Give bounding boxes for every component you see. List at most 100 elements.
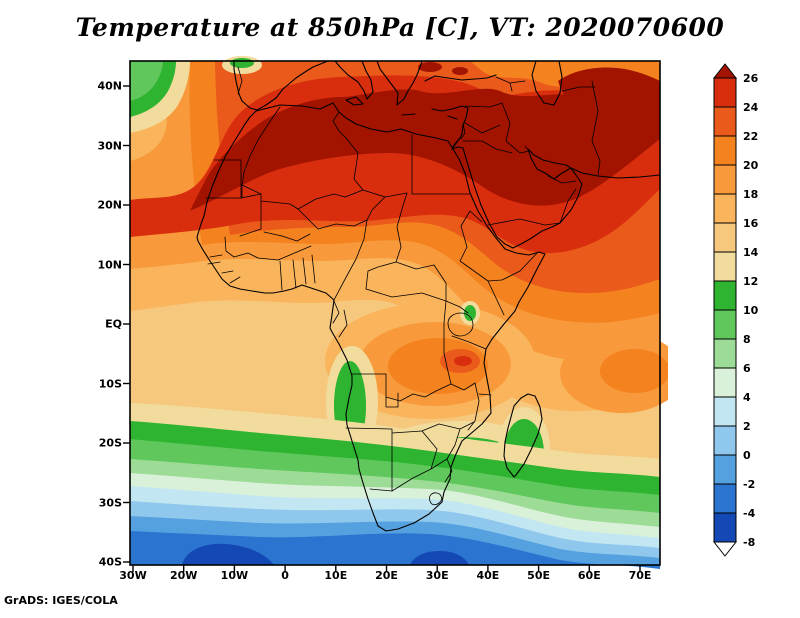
colorbar-label: -4 — [743, 507, 756, 520]
temperature-region — [418, 62, 442, 72]
map-border-line — [345, 137, 364, 191]
map-border-line — [450, 382, 492, 431]
map-border-line — [207, 254, 241, 284]
colorbar-segment — [713, 251, 737, 282]
x-axis-label: 0 — [281, 569, 289, 582]
map-border-line — [462, 122, 513, 154]
colorbar-segment — [713, 164, 737, 195]
colorbar-segment — [713, 367, 737, 398]
map-border-line — [297, 193, 346, 210]
colorbar-segment — [713, 338, 737, 369]
temperature-region — [464, 305, 476, 321]
temperature-region — [600, 349, 668, 393]
colorbar-label: -8 — [743, 536, 755, 549]
colorbar-segment — [713, 396, 737, 427]
colorbar-arrow-bottom — [712, 541, 738, 557]
y-axis-label: 40S — [98, 555, 122, 569]
map-border-line — [205, 159, 242, 199]
x-axis-label: 10W — [220, 569, 249, 582]
africa-coastline — [196, 102, 546, 532]
colorbar-label: 12 — [743, 275, 758, 288]
map-border-line — [345, 427, 423, 492]
colorbar-segment — [713, 106, 737, 137]
map-border-line — [369, 430, 438, 492]
colorbar-label: 20 — [743, 159, 759, 172]
map-border-line — [460, 210, 483, 248]
colorbar-label: 24 — [743, 101, 759, 114]
coastlines — [196, 60, 661, 532]
axis-ticks — [123, 85, 641, 572]
colorbar-label: 4 — [743, 391, 751, 404]
map-border-line — [224, 236, 279, 261]
y-axis-label: 10N — [97, 258, 122, 271]
map-border-line — [332, 111, 347, 139]
map-border-line — [237, 66, 243, 95]
map-frame — [129, 60, 661, 566]
map-border-line — [443, 300, 452, 385]
country-borders — [205, 66, 601, 506]
map-border-line — [366, 196, 386, 221]
map-border-line — [297, 208, 319, 230]
colorbar-label: 22 — [743, 130, 758, 143]
map-border-line — [344, 189, 364, 198]
map-border-line — [365, 261, 397, 290]
colorbar-segment — [713, 193, 737, 224]
y-axis-label: 20S — [98, 436, 122, 450]
temperature-region — [454, 356, 472, 366]
temperature-region — [190, 88, 660, 211]
temperature-field — [130, 56, 668, 569]
y-axis-label: 10S — [98, 377, 122, 390]
map-border-line — [487, 251, 539, 282]
colorbar-label: 26 — [743, 72, 759, 85]
x-axis-label: 30W — [119, 569, 147, 582]
map-border-line — [239, 193, 262, 237]
colorbar-label: -2 — [743, 478, 755, 491]
italy-coastline — [334, 60, 374, 106]
africa-temperature-map — [123, 56, 668, 572]
map-border-line — [317, 219, 368, 230]
map-border-line — [263, 231, 311, 242]
colorbar-label: 16 — [743, 217, 759, 230]
map-border-line — [395, 261, 435, 270]
colorbar-label: 6 — [743, 362, 751, 375]
map-border-line — [464, 102, 530, 154]
colorbar-segment — [713, 454, 737, 485]
colorbar-label: 0 — [743, 449, 751, 462]
map-border-line — [445, 300, 469, 314]
y-axis-label: EQ — [105, 317, 122, 331]
map-border-line — [487, 280, 505, 316]
credit-text: GrADS: IGES/COLA — [4, 594, 118, 607]
colorbar-segment — [713, 280, 737, 311]
x-axis-label: 20E — [375, 569, 398, 582]
map-border-line — [351, 373, 399, 408]
x-axis-label: 70E — [628, 569, 652, 582]
arabia-coastline — [451, 146, 661, 249]
temperature-region — [182, 543, 275, 565]
map-border-line — [487, 145, 577, 226]
x-axis-label: 50E — [527, 569, 551, 582]
x-axis-label: 40E — [476, 569, 500, 582]
y-axis-label: 40N — [97, 79, 122, 93]
map-border-line — [451, 335, 487, 350]
x-axis-label: 20W — [169, 569, 198, 582]
map-border-line — [277, 245, 312, 261]
colorbar-label: 2 — [743, 420, 751, 433]
map-border-line — [561, 80, 601, 176]
map-border-line — [365, 288, 447, 302]
colorbar-arrow-top — [712, 63, 738, 79]
colorbar-segment — [713, 135, 737, 166]
colorbar-segment — [713, 512, 737, 543]
colorbar-label: 10 — [743, 304, 759, 317]
colorbar-segment — [713, 425, 737, 456]
map-border-line — [241, 184, 262, 195]
y-axis-label: 30N — [97, 139, 122, 152]
map-border-line — [279, 254, 316, 291]
map-border-line — [433, 264, 447, 302]
temperature-region — [130, 61, 163, 101]
map-border-line — [333, 219, 368, 301]
x-axis-label: 10E — [324, 569, 348, 582]
colorbar-label: 14 — [743, 246, 759, 259]
map-border-line — [260, 200, 299, 210]
